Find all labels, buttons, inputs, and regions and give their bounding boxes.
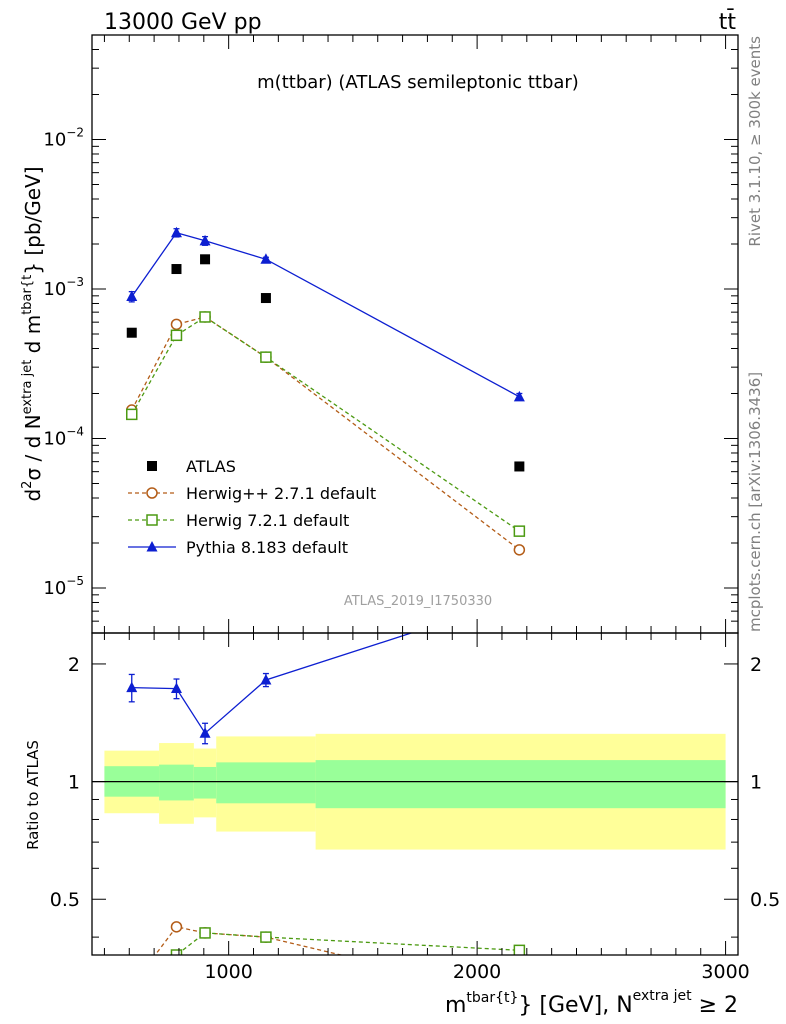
y-tick-exponent: −5 <box>66 574 84 588</box>
y-tick-exponent: −4 <box>66 424 84 438</box>
ratio-inner-band <box>193 766 217 799</box>
ylabel-sup-b: extra jet <box>20 360 35 415</box>
ratio-axes: 0.5 0.5 1 1 2 2 1000 2000 3000 <box>50 633 780 983</box>
pythia-8-183-default-marker <box>260 253 272 264</box>
atlas-marker <box>126 327 137 338</box>
y-tick-base: 10 <box>43 578 66 599</box>
ylabel-sup-c: tbar{t <box>20 275 35 315</box>
x-axis-label: mtbar{t}} [GeV], Nextra jet ≥ 2 <box>445 988 738 1018</box>
x-tick-label: 3000 <box>701 961 749 983</box>
x-tick-label: 1000 <box>204 961 252 983</box>
herwig-7-2-1-default-marker <box>127 993 137 1003</box>
herwig-2-7-1-default-line <box>154 926 344 955</box>
legend-label-herwig-2-7-1-default: Herwig++ 2.7.1 default <box>186 484 376 503</box>
y-tick-label: 10−5 <box>43 574 84 599</box>
plot-title: m(ttbar) (ATLAS semileptonic ttbar) <box>257 72 579 93</box>
herwig-7-2-1-default-marker <box>513 525 526 537</box>
ratio-y-label: Ratio to ATLAS <box>24 740 42 850</box>
ratio-y-tick-label-right: 1 <box>750 772 762 794</box>
herwig-2-7-1-default-marker <box>127 981 137 991</box>
legend-label-pythia-8-183-default: Pythia 8.183 default <box>186 538 348 557</box>
rivet-label: Rivet 3.1.10, ≥ 300k events <box>746 36 764 247</box>
pythia-8-183-default-marker <box>126 681 138 693</box>
pythia-8-183-default-marker <box>126 290 138 302</box>
herwig-7-2-1-default-marker <box>260 351 272 363</box>
pythia-8-183-default-line <box>131 231 520 398</box>
herwig-2-7-1-default-marker <box>170 921 183 933</box>
ratio-y-tick-label: 2 <box>68 654 80 676</box>
ylabel-part-d: } [pb/GeV] <box>21 166 45 274</box>
herwig-7-2-1-default-marker <box>170 329 183 342</box>
legend-marker-pythia-8-183-default <box>146 541 158 552</box>
y-tick-base: 10 <box>43 279 66 300</box>
ratio-inner-band <box>159 764 194 801</box>
xlabel-sup-a: tbar{t} <box>466 990 518 1006</box>
atlas-marker <box>514 461 525 472</box>
xlabel-sup-b: extra jet <box>633 988 692 1004</box>
ratio-y-tick-label: 0.5 <box>50 889 80 911</box>
y-tick-base: 10 <box>43 129 66 150</box>
ratio-y-tick-label-right: 0.5 <box>750 889 780 911</box>
pythia-8-183-default-marker <box>199 727 211 738</box>
ylabel-part-b: σ / d N <box>21 414 45 480</box>
ratio-plot-area <box>92 592 738 1003</box>
collision-energy-label: 13000 GeV pp <box>104 10 262 35</box>
herwig-2-7-1-default-marker <box>170 318 183 331</box>
atlas-marker <box>200 254 211 265</box>
ylabel-sup-a: 2 <box>20 481 35 489</box>
y-tick-label: 10−3 <box>43 275 84 300</box>
process-label: tt̄ <box>719 9 737 35</box>
herwig-7-2-1-default-marker <box>170 949 183 955</box>
pythia-8-183-default-marker <box>260 673 272 685</box>
herwig-7-2-1-default-marker <box>513 944 526 955</box>
main-axes: 10−510−410−310−2 <box>43 34 738 633</box>
y-tick-label: 10−2 <box>43 125 84 150</box>
y-tick-label: 10−4 <box>43 424 84 449</box>
ratio-y-tick-label-right: 2 <box>750 654 762 676</box>
main-y-label: d2σ / d Nextra jet d mtbar{t} [pb/GeV] <box>20 166 45 501</box>
mcplots-label: mcplots.cern.ch [arXiv:1306.3436] <box>746 372 764 632</box>
y-tick-exponent: −3 <box>66 275 84 289</box>
herwig-2-7-1-default-marker <box>513 544 526 556</box>
herwig-7-2-1-default-marker <box>199 311 211 323</box>
x-tick-label: 2000 <box>453 961 501 983</box>
xlabel-part-c: ≥ 2 <box>692 993 738 1018</box>
legend: ATLAS Herwig++ 2.7.1 default Herwig 7.2.1 … <box>128 457 376 557</box>
legend-label-atlas: ATLAS <box>186 457 236 476</box>
ylabel-part-a: d <box>21 489 45 502</box>
ratio-inner-band <box>216 762 316 804</box>
analysis-id: ATLAS_2019_I1750330 <box>344 594 492 609</box>
y-tick-base: 10 <box>43 428 66 449</box>
xlabel-part-b: } [GeV], N <box>518 993 632 1018</box>
pythia-8-183-default-marker <box>170 682 182 694</box>
ylabel-part-c: d m <box>21 315 45 360</box>
pythia-8-183-default-marker <box>513 390 525 402</box>
herwig-7-2-1-default-marker <box>199 927 211 939</box>
y-tick-exponent: −2 <box>66 125 84 139</box>
xlabel-part-a: m <box>445 993 466 1018</box>
herwig-7-2-1-default-marker <box>260 931 272 943</box>
pythia-8-183-default-marker <box>199 234 211 246</box>
main-plot-area <box>126 226 526 556</box>
atlas-marker <box>260 293 271 304</box>
legend-marker-herwig-7-2-1-default <box>146 514 158 526</box>
legend-marker-herwig-2-7-1-default <box>146 487 158 499</box>
pythia-8-183-default-marker <box>170 226 182 238</box>
ratio-inner-band <box>315 760 726 809</box>
atlas-marker <box>171 264 182 275</box>
ratio-frame <box>91 632 739 956</box>
pythia-8-183-default-marker <box>514 592 525 603</box>
herwig-7-2-1-default-marker <box>126 408 138 421</box>
pythia-8-183-default-line <box>131 633 414 735</box>
legend-marker-atlas <box>147 461 157 471</box>
legend-label-herwig-7-2-1-default: Herwig 7.2.1 default <box>186 511 349 530</box>
ratio-y-tick-label: 1 <box>68 772 80 794</box>
